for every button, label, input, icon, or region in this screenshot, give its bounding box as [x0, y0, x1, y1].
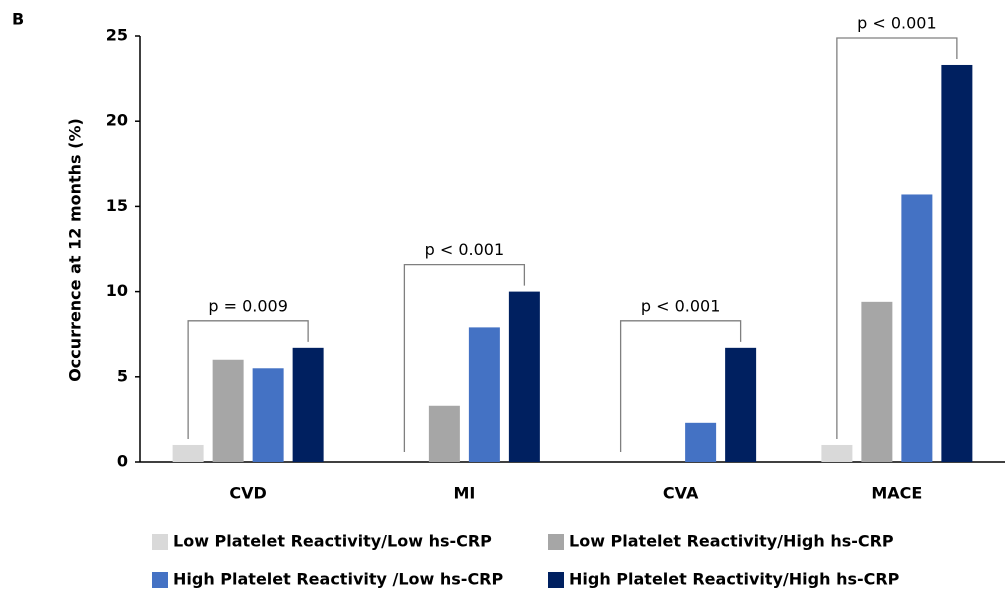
legend-label: High Platelet Reactivity/High hs-CRP — [569, 570, 900, 589]
y-tick-label: 15 — [106, 196, 128, 215]
panel-label: B — [12, 10, 24, 29]
bar — [172, 444, 204, 462]
annotation: p = 0.009 — [208, 296, 288, 315]
y-tick-label: 10 — [106, 281, 128, 300]
x-tick-label: MACE — [871, 484, 922, 503]
significance-bracket — [619, 320, 742, 452]
bar — [685, 422, 717, 462]
legend-label: Low Platelet Reactivity/High hs-CRP — [569, 532, 894, 551]
bar — [212, 359, 244, 462]
significance-bracket — [403, 263, 526, 452]
significance-bracket — [836, 37, 958, 439]
legend-swatch — [152, 534, 168, 550]
legend-label: Low Platelet Reactivity/Low hs-CRP — [173, 532, 492, 551]
bar — [821, 444, 853, 462]
y-tick-label: 5 — [117, 366, 128, 385]
bar — [941, 64, 973, 462]
significance-bracket — [187, 320, 309, 439]
y-tick-label: 20 — [106, 111, 128, 130]
legend-label: High Platelet Reactivity /Low hs-CRP — [173, 570, 504, 589]
bar — [428, 405, 460, 462]
legend-swatch — [548, 534, 564, 550]
bar — [861, 301, 893, 462]
bar — [901, 194, 933, 463]
bar — [292, 347, 324, 462]
bar — [468, 327, 500, 462]
legend-swatch — [152, 572, 168, 588]
bar — [508, 291, 540, 462]
annotation: p < 0.001 — [857, 13, 937, 32]
y-tick-label: 25 — [106, 26, 128, 45]
annotation: p < 0.001 — [425, 240, 505, 259]
y-tick-label: 0 — [117, 452, 128, 471]
x-tick-label: CVD — [229, 484, 266, 503]
annotation: p < 0.001 — [641, 296, 721, 315]
bar — [725, 347, 757, 462]
x-tick-label: MI — [453, 484, 475, 503]
legend-swatch — [548, 572, 564, 588]
y-axis-title: Occurrence at 12 months (%) — [66, 118, 85, 382]
x-tick-label: CVA — [663, 484, 699, 503]
bar — [252, 368, 284, 462]
